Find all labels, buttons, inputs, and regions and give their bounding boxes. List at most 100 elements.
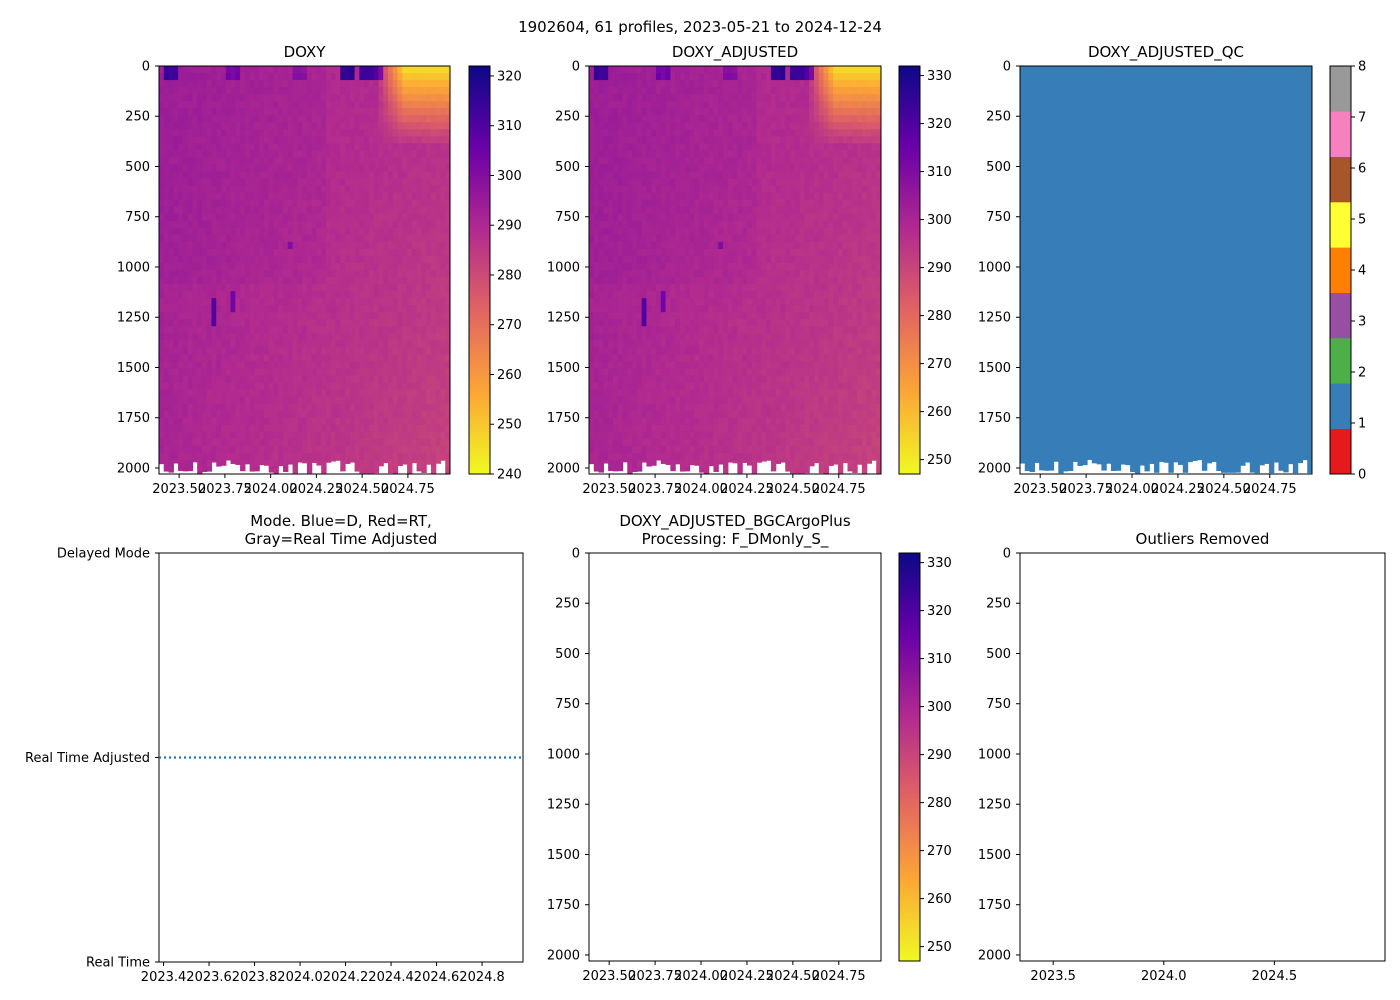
- heatmap-cell: [311, 108, 318, 116]
- heatmap-cell: [694, 319, 700, 327]
- heatmap-cell: [435, 361, 442, 370]
- heatmap-cell: [694, 241, 700, 250]
- heatmap-cell: [397, 396, 403, 405]
- heatmap-cell: [646, 417, 652, 426]
- heatmap-cell: [221, 319, 227, 327]
- heatmap-cell: [325, 164, 332, 173]
- heatmap-cell: [617, 157, 624, 166]
- heatmap-cell: [197, 255, 203, 264]
- heatmap-cell: [407, 241, 413, 250]
- heatmap-cell: [268, 312, 275, 320]
- heatmap-cell: [259, 459, 265, 466]
- heatmap-cell: [670, 417, 676, 426]
- heatmap-cell: [230, 87, 236, 95]
- heatmap-cell: [368, 291, 375, 299]
- heatmap-cell: [660, 220, 667, 229]
- heatmap-cell: [392, 298, 399, 306]
- heatmap-cell: [192, 129, 198, 137]
- heatmap-cell: [440, 171, 446, 180]
- heatmap-cell: [421, 417, 427, 426]
- heatmap-cell: [206, 73, 213, 81]
- heatmap-cell: [636, 347, 643, 356]
- heatmap-cell: [608, 206, 614, 215]
- heatmap-cell: [249, 150, 256, 159]
- heatmap-cell: [598, 108, 604, 116]
- heatmap-cell: [359, 333, 365, 341]
- heatmap-cell: [641, 206, 648, 215]
- heatmap-cell: [163, 150, 170, 159]
- heatmap-cell: [278, 206, 284, 215]
- heatmap-cell: [603, 298, 609, 306]
- heatmap-cell: [622, 171, 628, 180]
- y-tick-label: 500: [125, 160, 150, 175]
- heatmap-cell: [306, 284, 313, 292]
- heatmap-cell: [670, 220, 676, 229]
- heatmap-cell: [311, 452, 318, 461]
- heatmap-cell: [411, 220, 418, 229]
- heatmap-cell: [340, 452, 346, 461]
- heatmap-cell: [364, 438, 370, 447]
- heatmap-cell: [397, 122, 403, 130]
- heatmap-cell: [206, 438, 213, 447]
- heatmap-cell: [321, 101, 327, 109]
- heatmap-cell: [340, 178, 346, 187]
- heatmap-cell: [632, 94, 638, 102]
- heatmap-cell: [651, 438, 657, 447]
- heatmap-cell: [627, 122, 633, 130]
- heatmap-cell: [392, 157, 399, 166]
- heatmap-cell: [278, 438, 284, 447]
- heatmap-cell: [694, 101, 700, 109]
- heatmap-cell: [187, 80, 193, 88]
- heatmap-cell: [684, 270, 691, 278]
- heatmap-cell: [364, 87, 370, 95]
- heatmap-cell: [235, 227, 241, 236]
- heatmap-cell: [311, 410, 318, 419]
- heatmap-cell: [402, 326, 408, 334]
- heatmap-cell: [263, 129, 270, 137]
- heatmap-cell: [335, 115, 341, 123]
- heatmap-cell: [636, 452, 643, 461]
- heatmap-cell: [302, 157, 308, 166]
- heatmap-cell: [699, 347, 705, 356]
- heatmap-cell: [211, 248, 217, 257]
- heatmap-cell: [608, 326, 614, 334]
- heatmap-cell: [608, 291, 614, 299]
- heatmap-cell: [230, 452, 236, 461]
- heatmap-cell: [221, 192, 227, 201]
- heatmap-cell: [187, 136, 193, 144]
- heatmap-cell: [306, 122, 313, 130]
- heatmap-cell: [335, 199, 341, 208]
- heatmap-cell: [292, 459, 298, 468]
- heatmap-cell: [283, 94, 289, 102]
- heatmap-cell: [187, 305, 193, 313]
- heatmap-cell: [378, 129, 384, 137]
- heatmap-cell: [435, 326, 442, 334]
- heatmap-cell: [368, 319, 375, 327]
- heatmap-cell: [383, 199, 389, 208]
- heatmap-cell: [311, 234, 318, 243]
- heatmap-cell: [646, 326, 652, 334]
- heatmap-cell: [660, 305, 667, 313]
- heatmap-cell: [617, 354, 624, 363]
- heatmap-cell: [163, 347, 170, 356]
- heatmap-cell: [163, 185, 170, 194]
- heatmap-cell: [665, 157, 671, 166]
- heatmap-cell: [182, 270, 189, 278]
- heatmap-cell: [163, 284, 170, 292]
- heatmap-cell: [159, 101, 165, 109]
- heatmap-cell: [641, 101, 648, 109]
- heatmap-cell: [359, 66, 365, 74]
- heatmap-cell: [221, 164, 227, 173]
- heatmap-cell: [670, 164, 676, 173]
- heatmap-cell: [627, 417, 633, 426]
- heatmap-cell: [263, 199, 270, 208]
- heatmap-cell: [699, 284, 705, 292]
- heatmap-cell: [694, 115, 700, 123]
- heatmap-cell: [225, 73, 232, 81]
- heatmap-cell: [397, 326, 403, 334]
- heatmap-cell: [345, 234, 351, 243]
- heatmap-cell: [699, 255, 705, 264]
- heatmap-cell: [598, 410, 604, 419]
- heatmap-cell: [411, 452, 418, 461]
- heatmap-cell: [259, 403, 265, 412]
